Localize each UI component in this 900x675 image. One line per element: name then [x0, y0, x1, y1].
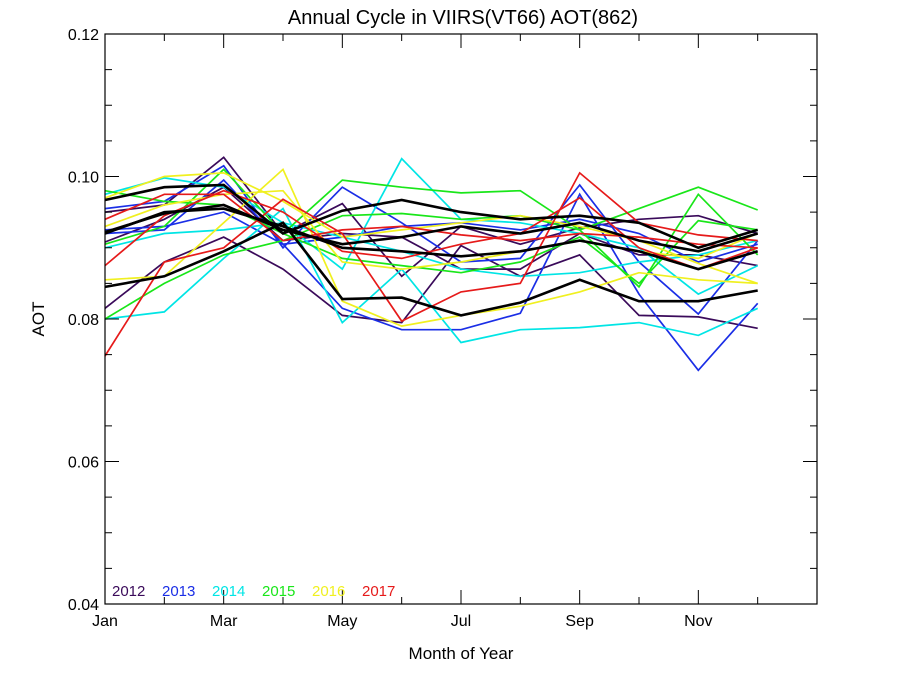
legend-entry-2014: 2014 — [212, 583, 245, 600]
legend-entry-2017: 2017 — [362, 583, 395, 600]
series-line-20 — [104, 203, 759, 253]
x-axis-label: Month of Year — [409, 644, 514, 663]
y-axis-label: AOT — [29, 302, 48, 337]
x-tick-label: Nov — [684, 613, 712, 630]
y-tick-label: 0.10 — [68, 170, 99, 187]
series-line-13 — [104, 172, 758, 285]
series-line-11 — [104, 192, 759, 320]
series-line-22 — [104, 207, 759, 271]
tick-layer: Jan Mar May Jul Sep Nov 0.04 0.06 0.08 0.10 0.12 — [68, 27, 817, 630]
legend-entry-2016: 2016 — [312, 583, 345, 600]
series-line-5 — [104, 178, 759, 372]
legend-entry-2012: 2012 — [112, 583, 145, 600]
y-tick-label: 0.04 — [68, 597, 99, 614]
x-tick-label: Jan — [92, 613, 118, 630]
legend-entry-2015: 2015 — [262, 583, 295, 600]
x-tick-label: Sep — [565, 613, 594, 630]
x-tick-label: May — [327, 613, 357, 630]
series-line-15 — [104, 189, 759, 270]
y-tick-label: 0.06 — [68, 455, 99, 472]
chart-title: Annual Cycle in VIIRS(VT66) AOT(862) — [288, 7, 638, 29]
x-tick-label: Mar — [210, 613, 238, 630]
series-line-10 — [104, 168, 759, 246]
y-tick-label: 0.12 — [68, 27, 99, 44]
series-line-19 — [104, 183, 759, 250]
x-tick-label: Jul — [451, 613, 471, 630]
legend: 2012 2013 2014 2015 2016 2017 — [112, 583, 395, 600]
series-line-18 — [104, 193, 758, 249]
series-line-14 — [104, 167, 758, 327]
y-tick-label: 0.08 — [68, 312, 99, 329]
series-line-9 — [104, 221, 758, 278]
series-line-21 — [104, 221, 758, 317]
series-line-1 — [104, 236, 758, 330]
series-line-12 — [104, 189, 758, 285]
legend-entry-2013: 2013 — [162, 583, 195, 600]
series-layer — [104, 156, 759, 372]
